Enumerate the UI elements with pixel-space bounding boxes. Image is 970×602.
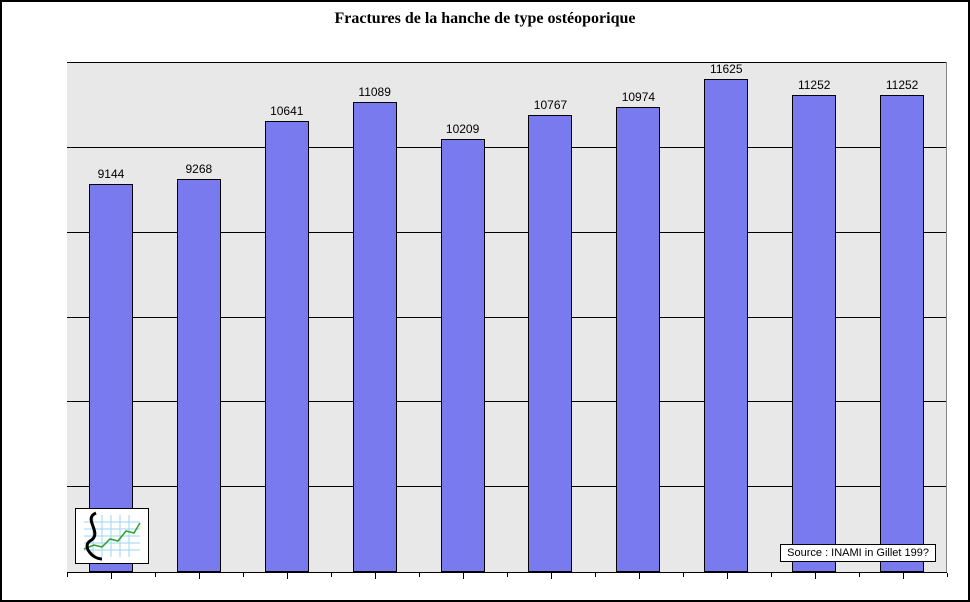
x-tick bbox=[155, 573, 156, 577]
x-tick bbox=[111, 573, 112, 579]
bar-slot: 9144 bbox=[67, 63, 155, 572]
bar: 11089 bbox=[353, 102, 397, 572]
bar: 11625 bbox=[704, 79, 748, 572]
x-tick bbox=[903, 573, 904, 579]
bar-value-label: 10767 bbox=[534, 98, 567, 112]
x-tick bbox=[595, 573, 596, 577]
plot-area: 9144 9268 10641 11089 10209 10767 10974 11625 11… bbox=[67, 62, 947, 572]
x-tick bbox=[199, 573, 200, 579]
bar: 10209 bbox=[441, 139, 485, 572]
gesa-logo bbox=[75, 508, 149, 564]
x-tick bbox=[463, 573, 464, 579]
x-axis bbox=[67, 572, 947, 573]
bar-slot: 10641 bbox=[243, 63, 331, 572]
x-tick bbox=[419, 573, 420, 577]
bar-value-label: 10641 bbox=[270, 104, 303, 118]
bar-value-label: 10974 bbox=[622, 90, 655, 104]
bar: 9268 bbox=[177, 179, 221, 572]
bar-slot: 10209 bbox=[419, 63, 507, 572]
bar-slot: 9268 bbox=[155, 63, 243, 572]
x-tick bbox=[375, 573, 376, 579]
bar: 10641 bbox=[265, 121, 309, 572]
bar-slot: 11252 bbox=[770, 63, 858, 572]
bar: 10974 bbox=[616, 107, 660, 572]
bar-value-label: 10209 bbox=[446, 122, 479, 136]
x-tick bbox=[947, 573, 948, 577]
bar-value-label: 9144 bbox=[98, 167, 125, 181]
bar-value-label: 11252 bbox=[886, 78, 918, 92]
bar: 11252 bbox=[792, 95, 836, 572]
chart-title: Fractures de la hanche de type ostéopori… bbox=[2, 2, 968, 32]
x-tick bbox=[67, 573, 68, 577]
bar-slot: 10974 bbox=[594, 63, 682, 572]
x-tick bbox=[727, 573, 728, 579]
bar-slot: 11252 bbox=[858, 63, 946, 572]
x-tick bbox=[771, 573, 772, 577]
bar-value-label: 11625 bbox=[710, 62, 742, 76]
x-tick bbox=[551, 573, 552, 579]
bar-value-label: 9268 bbox=[186, 162, 213, 176]
source-citation: Source : INAMI in Gillet 199? bbox=[780, 544, 936, 562]
bar: 11252 bbox=[880, 95, 924, 572]
x-tick bbox=[243, 573, 244, 577]
bar-value-label: 11252 bbox=[798, 78, 830, 92]
bars-group: 9144 9268 10641 11089 10209 10767 10974 11625 11… bbox=[67, 63, 946, 572]
x-tick bbox=[815, 573, 816, 579]
bar-slot: 10767 bbox=[507, 63, 595, 572]
x-tick bbox=[683, 573, 684, 577]
bar: 10767 bbox=[528, 115, 572, 572]
x-tick bbox=[331, 573, 332, 577]
bar-value-label: 11089 bbox=[358, 85, 390, 99]
x-tick bbox=[287, 573, 288, 579]
x-tick bbox=[639, 573, 640, 579]
chart-container: Fractures de la hanche de type ostéopori… bbox=[0, 0, 970, 602]
bar-slot: 11625 bbox=[682, 63, 770, 572]
bar-slot: 11089 bbox=[331, 63, 419, 572]
x-tick bbox=[859, 573, 860, 577]
x-tick bbox=[507, 573, 508, 577]
